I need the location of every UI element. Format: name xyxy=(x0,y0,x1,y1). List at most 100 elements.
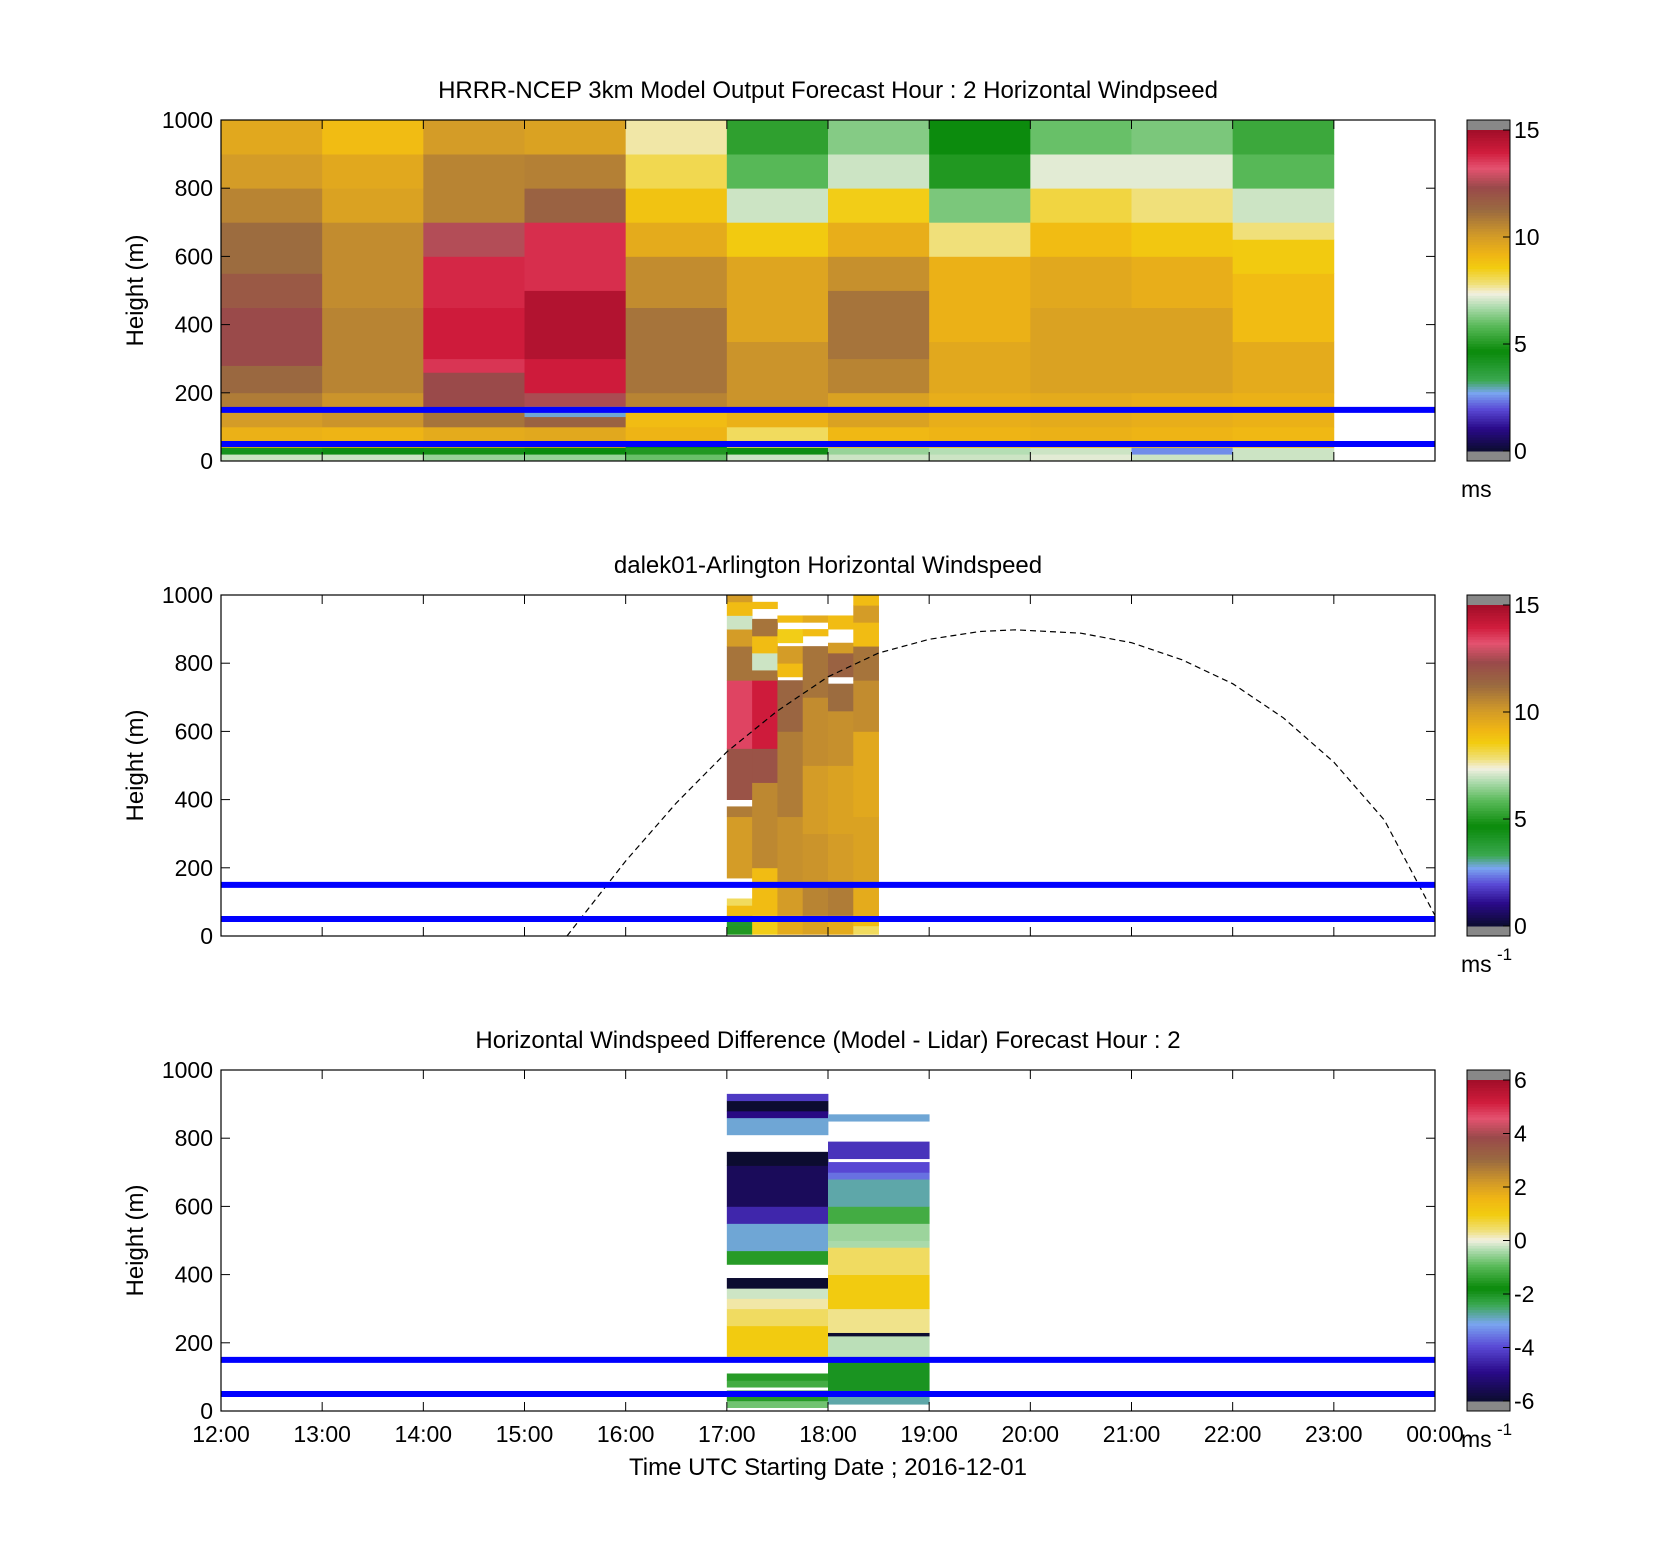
y-tick-label: 1000 xyxy=(162,582,213,608)
colorbar-segment xyxy=(1467,381,1510,385)
colorbar-tick-label: 0 xyxy=(1514,1228,1527,1254)
colorbar-segment xyxy=(1467,223,1510,227)
heatmap-cell xyxy=(828,222,930,257)
heatmap-cell xyxy=(828,1162,930,1173)
heatmap-cell xyxy=(524,416,627,428)
x-tick-label: 20:00 xyxy=(1002,1421,1060,1447)
colorbar-segment xyxy=(1467,258,1510,262)
colorbar-segment xyxy=(1467,655,1510,659)
colorbar xyxy=(1466,119,1511,462)
colorbar-segment xyxy=(1467,827,1510,831)
colorbar-segment xyxy=(1467,1136,1510,1140)
x-tick-label: 14:00 xyxy=(395,1421,453,1447)
heatmap-cell xyxy=(625,120,728,155)
heatmap-cell xyxy=(322,454,424,462)
heatmap-cell xyxy=(726,898,753,906)
colorbar-segment xyxy=(1467,1253,1510,1258)
heatmap-cell xyxy=(726,1373,829,1381)
colorbar-unit: ms xyxy=(1461,476,1492,502)
colorbar-segment xyxy=(1467,1277,1510,1282)
colorbar-segment xyxy=(1467,1336,1510,1340)
heatmap-cell xyxy=(726,601,753,616)
colorbar-segment xyxy=(1467,408,1510,412)
heatmap-cell xyxy=(322,447,424,455)
colorbar-segment xyxy=(1467,722,1510,726)
colorbar-tick-label: 10 xyxy=(1514,224,1540,250)
colorbar-segment xyxy=(1467,1358,1510,1362)
heatmap-cell xyxy=(853,925,879,935)
colorbar-segment xyxy=(1467,250,1510,254)
heatmap-cell xyxy=(828,1172,930,1180)
heatmap-cell xyxy=(726,925,753,935)
colorbar-segment xyxy=(1467,845,1510,849)
heatmap-cell xyxy=(221,365,323,394)
heatmap-cell xyxy=(726,447,829,455)
colorbar-segment xyxy=(1467,1328,1510,1332)
colorbar-segment xyxy=(1467,207,1510,211)
heatmap-cell xyxy=(1030,256,1132,308)
y-tick-label: 1000 xyxy=(162,1057,213,1083)
colorbar-segment xyxy=(1467,199,1510,203)
colorbar-segment xyxy=(1467,677,1510,681)
colorbar-segment xyxy=(1467,432,1510,436)
colorbar-segment xyxy=(1467,295,1510,300)
colorbar-segment xyxy=(1467,885,1510,890)
y-tick-label: 600 xyxy=(175,243,213,269)
colorbar-segment xyxy=(1467,1162,1510,1167)
heatmap-cell xyxy=(828,1359,930,1391)
colorbar-segment xyxy=(1467,915,1510,919)
heatmap-cell xyxy=(524,222,627,291)
heatmap-cell xyxy=(1030,222,1132,257)
colorbar-segment xyxy=(1467,327,1510,332)
heatmap-cell xyxy=(1232,154,1335,189)
heatmap-cell xyxy=(221,188,323,223)
colorbar-segment xyxy=(1467,210,1510,214)
colorbar-segment xyxy=(1467,883,1510,887)
heatmap-cell xyxy=(777,731,804,818)
heatmap-cell xyxy=(828,1179,930,1207)
reference-curve xyxy=(566,629,1436,937)
colorbar-segment xyxy=(1467,832,1510,836)
colorbar-segment xyxy=(1467,146,1510,150)
colorbar-segment xyxy=(1467,1173,1510,1177)
colorbar-segment xyxy=(1467,824,1510,828)
heatmap-cell xyxy=(726,1298,829,1310)
heatmap-cell xyxy=(726,1165,829,1207)
colorbar-segment xyxy=(1467,394,1510,398)
colorbar-segment xyxy=(1467,682,1510,686)
heatmap-cell xyxy=(726,341,829,407)
heatmap-cell xyxy=(828,120,930,155)
heatmap-cell xyxy=(625,307,728,394)
colorbar-tick-label: 10 xyxy=(1514,699,1540,725)
colorbar-segment xyxy=(1467,413,1510,417)
colorbar-segment xyxy=(1467,325,1510,329)
colorbar-segment xyxy=(1467,1350,1510,1354)
chart-title: HRRR-NCEP 3km Model Output Forecast Hour… xyxy=(438,77,1218,104)
colorbar-segment xyxy=(1467,234,1510,238)
colorbar-segment xyxy=(1467,228,1510,233)
y-tick-label: 800 xyxy=(175,175,213,201)
heatmap-cell xyxy=(1131,120,1234,155)
colorbar-segment xyxy=(1467,888,1510,892)
colorbar-segment xyxy=(1467,274,1510,278)
colorbar-segment xyxy=(1467,770,1510,775)
heatmap-cell xyxy=(929,256,1031,343)
colorbar-segment xyxy=(1467,349,1510,353)
heatmap-cell xyxy=(221,307,323,366)
colorbar-segment xyxy=(1467,154,1510,158)
colorbar-segment xyxy=(1467,891,1510,895)
colorbar-segment xyxy=(1467,1326,1510,1330)
heatmap-cell xyxy=(1030,120,1132,155)
heatmap-cell xyxy=(726,905,753,916)
colorbar-cap xyxy=(1467,1401,1510,1411)
colorbar-segment xyxy=(1467,172,1510,176)
colorbar-segment xyxy=(1467,805,1510,809)
colorbar-frame xyxy=(1466,119,1511,462)
heatmap-cell xyxy=(853,595,879,606)
colorbar-segment xyxy=(1467,717,1510,721)
colorbar-segment xyxy=(1467,370,1510,374)
colorbar-segment xyxy=(1467,188,1510,193)
colorbar-segment xyxy=(1467,816,1510,820)
colorbar-segment xyxy=(1467,875,1510,879)
colorbar-segment xyxy=(1467,674,1510,678)
